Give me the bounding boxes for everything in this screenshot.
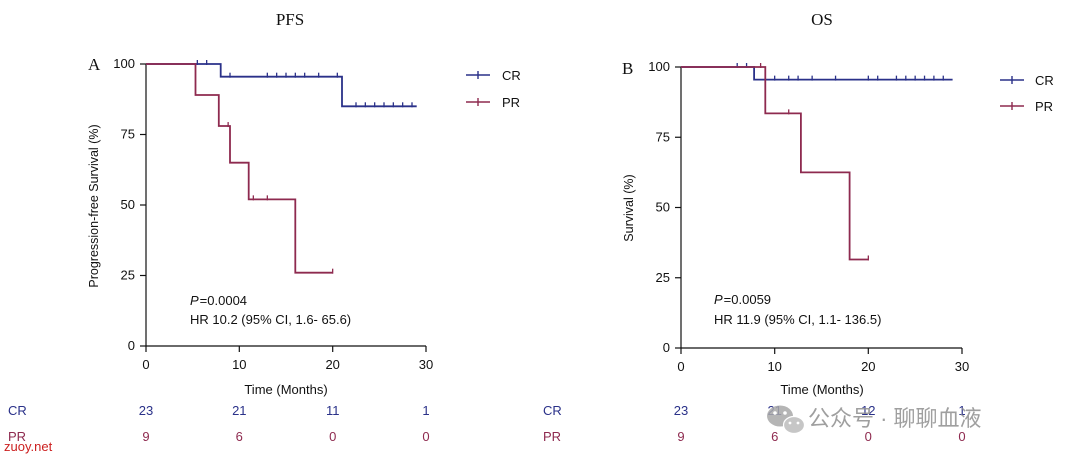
risk-a-cr-value: 1	[422, 403, 429, 418]
panel-b-ytick-label: 25	[656, 270, 670, 285]
panel-b-hr: HR 11.9 (95% CI, 1.1- 136.5)	[714, 312, 881, 327]
risk-a-pr-value: 0	[329, 429, 336, 444]
risk-b-cr-value: 23	[674, 403, 688, 418]
panel-a-hr: HR 10.2 (95% CI, 1.6- 65.6)	[190, 312, 351, 327]
panel-a-xtick-label: 10	[232, 357, 246, 372]
panel-b-xtick-label: 10	[767, 359, 781, 374]
panel-a-xtick-label: 30	[419, 357, 433, 372]
panel-a-ytick-label: 100	[113, 56, 135, 71]
risk-a-cr-value: 21	[232, 403, 246, 418]
risk-a-cr-value: 11	[326, 403, 340, 418]
risk-a-pr-value: 6	[236, 429, 243, 444]
panel-a-pr-curve	[146, 63, 333, 274]
legend-pr-label: PR	[502, 95, 520, 110]
panel-b-pr-curve	[681, 66, 869, 261]
risk-a-pr-label: PR	[8, 429, 26, 444]
panel-a-cr-curve	[146, 63, 417, 108]
panel-b-curves	[681, 63, 953, 261]
risk-b-pr-value: 6	[771, 429, 778, 444]
panel-b-title: OS	[811, 10, 833, 29]
panel-b-ylabel: Survival (%)	[622, 174, 636, 241]
panel-b: OS B Survival (%) Time (Months) 0 25 50 …	[543, 10, 1054, 444]
panel-b-ytick-label: 100	[648, 59, 670, 74]
panel-b-risk-table: CR 23 21 12 1 PR 9 6 0 0	[543, 403, 966, 444]
panel-b-p-value: =0.0059	[724, 292, 771, 307]
panel-b-pvalue: P=0.0059	[714, 292, 771, 307]
panel-b-p-label: P	[714, 292, 723, 307]
panel-b-xtick-label: 30	[955, 359, 969, 374]
panel-b-ytick-label: 75	[656, 129, 670, 144]
panel-a-pvalue: P=0.0004	[190, 293, 247, 308]
panel-a: PFS A Progression-free Survival (%) Time…	[8, 10, 521, 444]
risk-b-cr-label: CR	[543, 403, 562, 418]
risk-a-cr-value: 23	[139, 403, 153, 418]
panel-a-ytick-label: 75	[121, 127, 135, 142]
risk-a-cr-label: CR	[8, 403, 27, 418]
panel-b-legend: CR PR	[1000, 73, 1054, 114]
panel-b-xtick-label: 20	[861, 359, 875, 374]
wechat-icon	[767, 405, 806, 435]
panel-b-xtick-label: 0	[677, 359, 684, 374]
risk-b-pr-value: 0	[865, 429, 872, 444]
panel-a-ytick-label: 50	[121, 197, 135, 212]
risk-b-pr-value: 0	[958, 429, 965, 444]
legend-cr-label: CR	[1035, 73, 1054, 88]
wechat-watermark: 公众号 · 聊聊血液	[767, 405, 982, 435]
panel-b-cr-curve	[681, 66, 953, 81]
panel-b-ytick-label: 50	[656, 200, 670, 215]
watermark-site: zuoy.net	[4, 439, 53, 454]
legend-cr-label: CR	[502, 68, 521, 83]
panel-a-xtick-label: 0	[142, 357, 149, 372]
panel-b-ytick-label: 0	[663, 340, 670, 355]
risk-b-pr-value: 9	[677, 429, 684, 444]
panel-a-ytick-label: 0	[128, 338, 135, 353]
panel-b-letter: B	[622, 59, 633, 78]
panel-a-p-label: P	[190, 293, 199, 308]
panel-a-p-value: =0.0004	[200, 293, 247, 308]
risk-b-pr-label: PR	[543, 429, 561, 444]
risk-a-pr-value: 9	[142, 429, 149, 444]
panel-a-xlabel: Time (Months)	[244, 382, 327, 397]
risk-b-cr-value: 12	[861, 403, 875, 418]
panel-a-curves	[146, 60, 417, 274]
panel-a-legend: CR PR	[466, 68, 521, 110]
panel-a-risk-table: CR 23 21 11 1 PR 9 6 0 0	[8, 403, 430, 444]
watermark-channel: 公众号 · 聊聊血液	[808, 406, 982, 431]
panel-a-letter: A	[88, 55, 101, 74]
panel-a-ylabel: Progression-free Survival (%)	[87, 124, 101, 287]
panel-a-ytick-label: 25	[121, 268, 135, 283]
legend-pr-label: PR	[1035, 99, 1053, 114]
risk-a-pr-value: 0	[422, 429, 429, 444]
panel-a-title: PFS	[276, 10, 304, 29]
panel-a-xtick-label: 20	[325, 357, 339, 372]
panel-b-xlabel: Time (Months)	[780, 382, 863, 397]
risk-b-cr-value: 1	[958, 403, 965, 418]
